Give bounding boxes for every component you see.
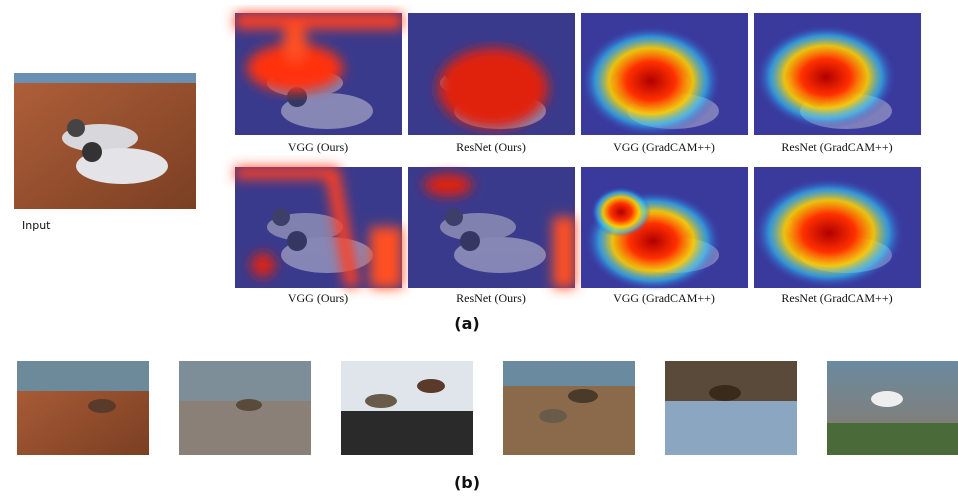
caption: ResNet (Ours) bbox=[456, 140, 526, 154]
caption: VGG (GradCAM++) bbox=[613, 140, 715, 154]
figure: Input bbox=[0, 0, 958, 496]
caption: VGG (GradCAM++) bbox=[613, 291, 715, 305]
caption: ResNet (GradCAM++) bbox=[781, 140, 892, 154]
panel-label: (a) bbox=[454, 314, 479, 333]
panel-label: (b) bbox=[454, 473, 480, 492]
caption: VGG (Ours) bbox=[288, 140, 348, 154]
caption: ResNet (Ours) bbox=[456, 291, 526, 305]
caption: VGG (Ours) bbox=[288, 291, 348, 305]
input-label: Input bbox=[22, 219, 51, 232]
example-photos bbox=[17, 361, 958, 455]
caption: ResNet (GradCAM++) bbox=[781, 291, 892, 305]
input-image bbox=[14, 73, 196, 209]
